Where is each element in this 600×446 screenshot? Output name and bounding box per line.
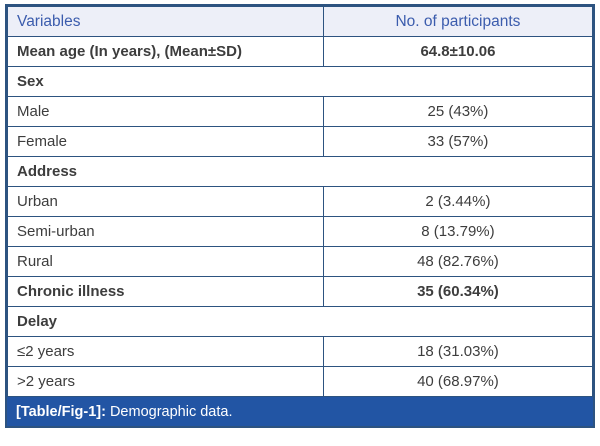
row-value: 2 (3.44%) (322, 186, 594, 217)
row-label: >2 years (7, 366, 324, 397)
section-label: Sex (7, 66, 593, 97)
column-header-variables: Variables (7, 6, 324, 37)
row-chronic-illness: Chronic illness 35 (60.34%) (7, 276, 594, 307)
row-value: 48 (82.76%) (322, 246, 594, 277)
row-section-address: Address (7, 156, 593, 187)
row-value: 33 (57%) (322, 126, 594, 157)
row-label: Mean age (In years), (Mean±SD) (7, 36, 324, 67)
row-male: Male 25 (43%) (7, 96, 594, 127)
row-label: Rural (7, 246, 324, 277)
row-label: Urban (7, 186, 324, 217)
demographics-table: Variables No. of participants Mean age (… (7, 6, 594, 397)
row-urban: Urban 2 (3.44%) (7, 186, 594, 217)
row-rural: Rural 48 (82.76%) (7, 246, 594, 277)
row-label: ≤2 years (7, 336, 324, 367)
row-section-delay: Delay (7, 306, 593, 337)
table-caption-text: Demographic data. (109, 404, 233, 420)
row-mean-age: Mean age (In years), (Mean±SD) 64.8±10.0… (7, 36, 594, 67)
row-label: Female (7, 126, 324, 157)
row-delay-gt-2-years: >2 years 40 (68.97%) (7, 366, 594, 397)
row-section-sex: Sex (7, 66, 593, 97)
demographic-table-figure: Variables No. of participants Mean age (… (5, 4, 595, 428)
column-header-participants: No. of participants (322, 6, 594, 37)
row-value: 25 (43%) (322, 96, 594, 127)
section-label: Delay (7, 306, 593, 337)
row-value: 64.8±10.06 (322, 36, 594, 67)
table-caption-tag: [Table/Fig-1]: (16, 404, 106, 420)
row-value: 18 (31.03%) (322, 336, 594, 367)
table-caption: [Table/Fig-1]: Demographic data. (7, 397, 593, 426)
row-delay-le-2-years: ≤2 years 18 (31.03%) (7, 336, 594, 367)
section-label: Address (7, 156, 593, 187)
row-value: 40 (68.97%) (322, 366, 594, 397)
row-label: Male (7, 96, 324, 127)
row-semi-urban: Semi-urban 8 (13.79%) (7, 216, 594, 247)
row-value: 8 (13.79%) (322, 216, 594, 247)
row-female: Female 33 (57%) (7, 126, 594, 157)
row-label: Semi-urban (7, 216, 324, 247)
row-label: Chronic illness (7, 276, 324, 307)
row-value: 35 (60.34%) (322, 276, 594, 307)
table-header-row: Variables No. of participants (7, 6, 594, 37)
